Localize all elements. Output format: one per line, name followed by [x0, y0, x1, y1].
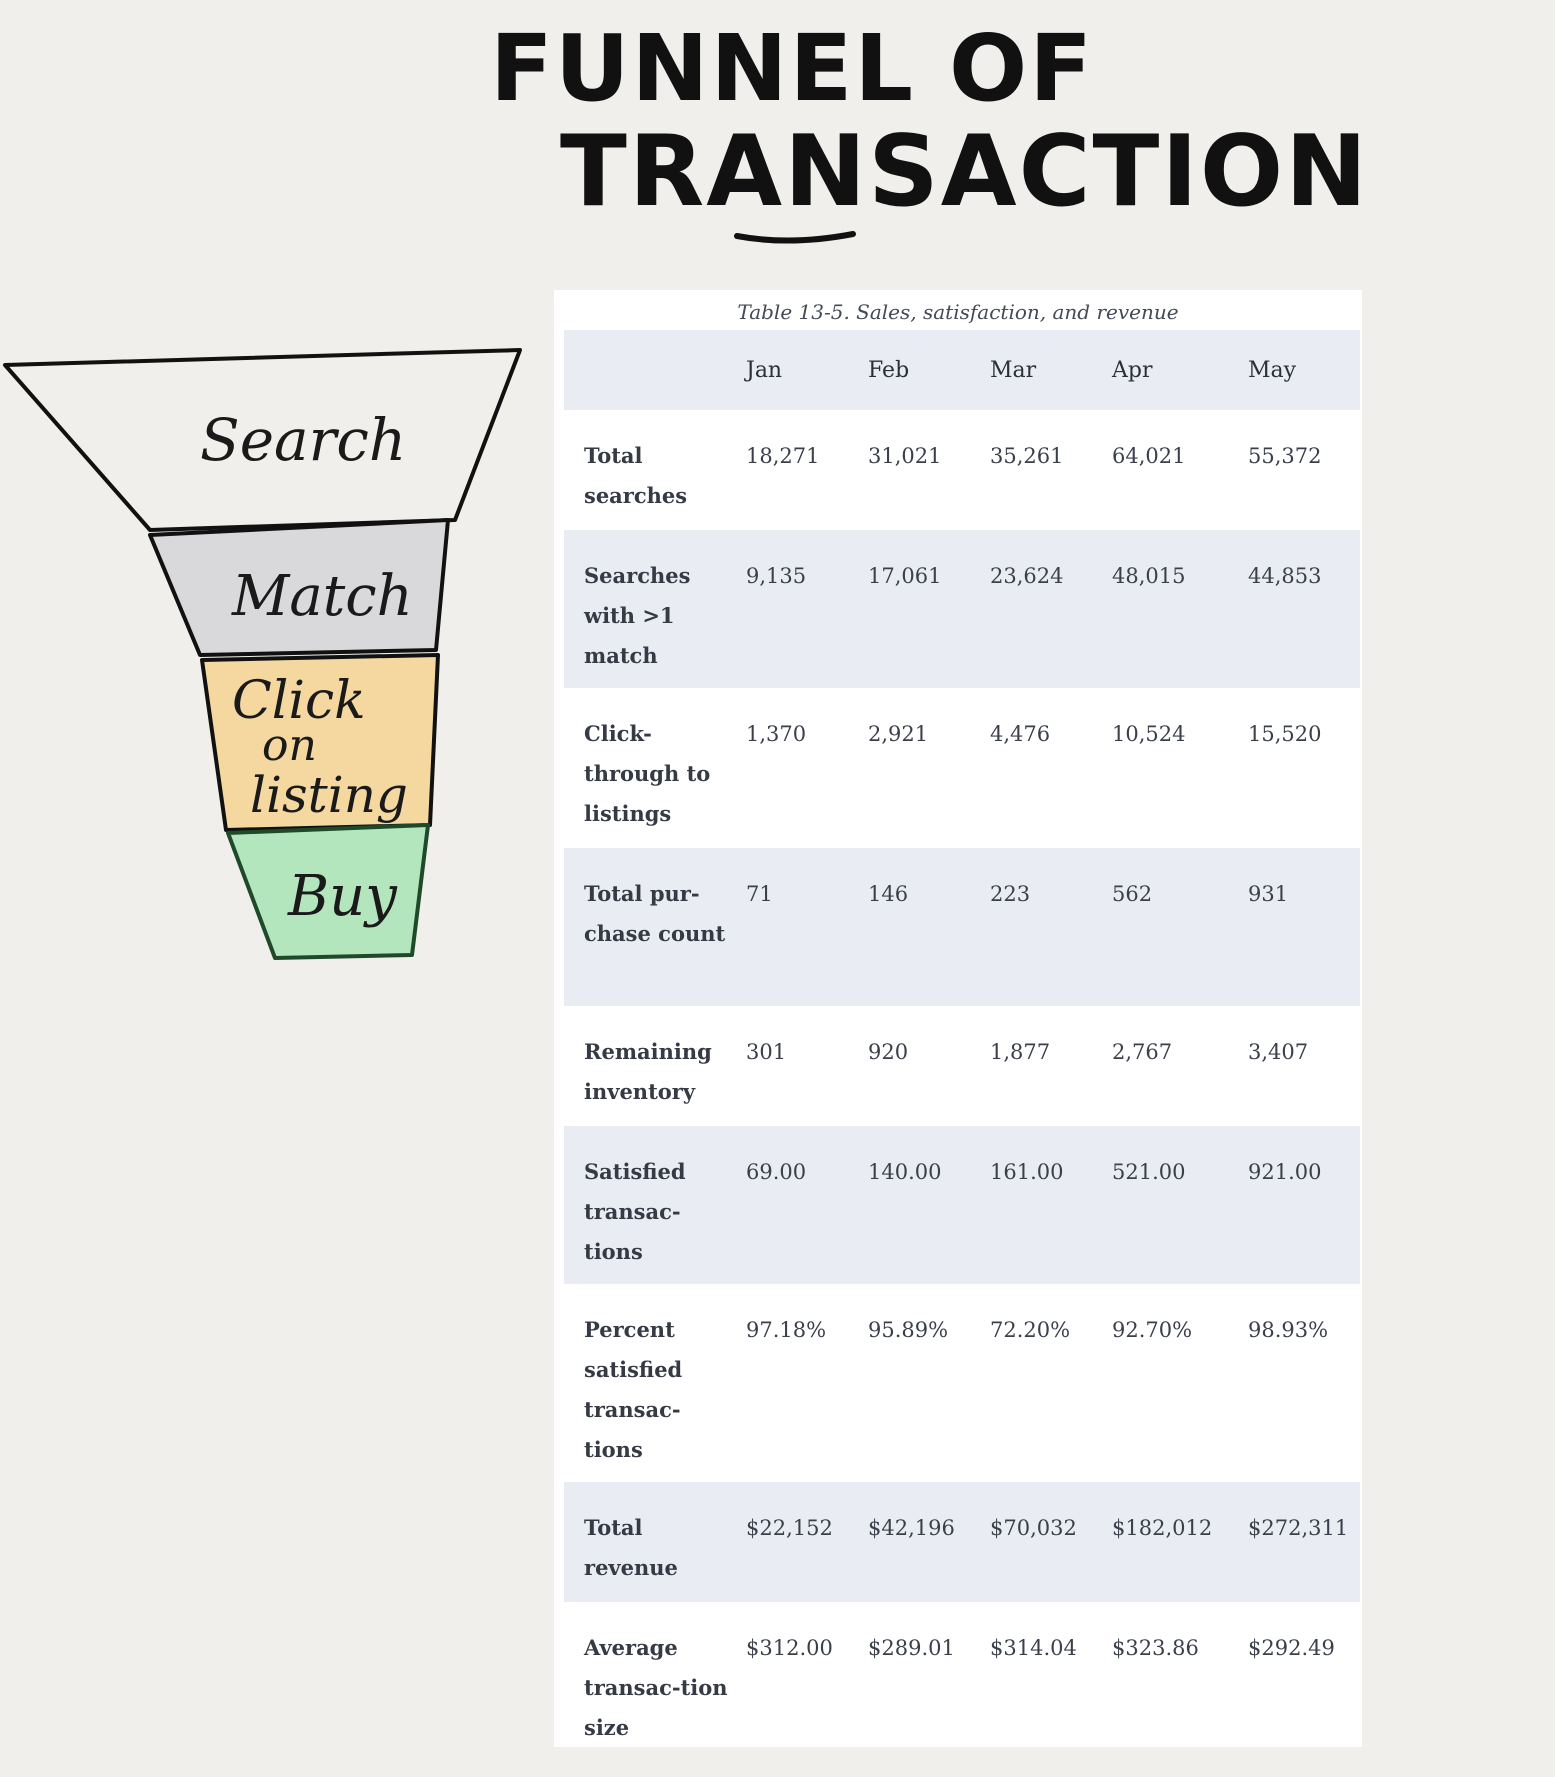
table-cell: 562 — [1112, 882, 1153, 906]
funnel-label-search: Search — [200, 406, 406, 474]
table-cell: 4,476 — [990, 722, 1051, 746]
table-cell: $42,196 — [868, 1516, 955, 1540]
table-cell: $314.04 — [990, 1636, 1077, 1660]
table-cell: 31,021 — [868, 444, 942, 468]
table-cell: 10,524 — [1112, 722, 1186, 746]
table-cell: $22,152 — [746, 1516, 833, 1540]
table-cell: 161.00 — [990, 1160, 1064, 1184]
table-cell: 301 — [746, 1040, 787, 1064]
funnel-diagram: Search Match Click on listing Buy — [3, 348, 522, 960]
row-label: Average transac-tion size — [584, 1635, 728, 1740]
sales-table-card: Table 13-5. Sales, satisfaction, and rev… — [554, 290, 1362, 1747]
table-row: Satisfied transac-tions 69.00 140.00 161… — [564, 1126, 1360, 1284]
table-row: Click-through to listings 1,370 2,921 4,… — [564, 688, 1360, 848]
table-cell: 15,520 — [1248, 722, 1322, 746]
table-cell: 23,624 — [990, 564, 1064, 588]
table-row: Total revenue $22,152 $42,196 $70,032 $1… — [564, 1482, 1360, 1602]
table-cell: $323.86 — [1112, 1636, 1199, 1660]
table-cell: 97.18% — [746, 1318, 827, 1342]
row-label: Percent satisfied transac-tions — [584, 1317, 683, 1462]
table-cell: 3,407 — [1248, 1040, 1309, 1064]
header-cell-jan: Jan — [746, 357, 783, 383]
row-label: Remaining inventory — [584, 1039, 712, 1104]
table-cell: 1,877 — [990, 1040, 1051, 1064]
table-cell: 140.00 — [868, 1160, 942, 1184]
funnel-stage-search — [3, 348, 522, 532]
row-label: Searches with >1 match — [584, 563, 691, 668]
table-cell: 98.93% — [1248, 1318, 1329, 1342]
table-cell: 2,921 — [868, 722, 929, 746]
table-row: Total searches 18,271 31,021 35,261 64,0… — [564, 410, 1360, 530]
table-cell: 71 — [746, 882, 773, 906]
row-label: Click-through to listings — [584, 721, 711, 826]
sales-table: Jan Feb Mar Apr May Total searches 18,27… — [564, 330, 1360, 1752]
header-cell-apr: Apr — [1112, 357, 1153, 383]
table-row: Searches with >1 match 9,135 17,061 23,6… — [564, 530, 1360, 688]
header-cell-mar: Mar — [990, 357, 1037, 383]
table-row: Percent satisfied transac-tions 97.18% 9… — [564, 1284, 1360, 1482]
table-cell: 920 — [868, 1040, 909, 1064]
table-cell: 146 — [868, 882, 909, 906]
table-row: Average transac-tion size $312.00 $289.0… — [564, 1602, 1360, 1752]
table-cell: $312.00 — [746, 1636, 833, 1660]
table-cell: 48,015 — [1112, 564, 1186, 588]
funnel-stage-buy — [226, 823, 430, 960]
header-cell-may: May — [1248, 357, 1297, 383]
table-cell: 921.00 — [1248, 1160, 1322, 1184]
table-cell: 9,135 — [746, 564, 807, 588]
row-label: Total revenue — [584, 1515, 678, 1580]
header-cell-empty — [564, 330, 736, 410]
title-sketch: FUNNEL OF TRANSACTION — [490, 15, 1369, 244]
funnel-stage-match — [148, 518, 450, 657]
row-label: Total searches — [584, 443, 688, 508]
table-row: Total pur-chase count 71 146 223 562 931 — [564, 848, 1360, 1006]
table-cell: 64,021 — [1112, 444, 1186, 468]
title-underline — [734, 231, 856, 244]
table-cell: 2,767 — [1112, 1040, 1173, 1064]
table-cell: 44,853 — [1248, 564, 1322, 588]
table-cell: 223 — [990, 882, 1031, 906]
table-cell: $182,012 — [1112, 1516, 1213, 1540]
row-label: Satisfied transac-tions — [584, 1159, 686, 1264]
title-line-2: TRANSACTION — [560, 115, 1369, 229]
table-cell: $292.49 — [1248, 1636, 1335, 1660]
table-cell: 69.00 — [746, 1160, 807, 1184]
funnel-label-listing: listing — [250, 766, 408, 824]
title-line-1: FUNNEL OF — [490, 15, 1094, 122]
table-cell: 92.70% — [1112, 1318, 1193, 1342]
table-cell: 55,372 — [1248, 444, 1322, 468]
table-row: Remaining inventory 301 920 1,877 2,767 … — [564, 1006, 1360, 1126]
table-cell: 72.20% — [990, 1318, 1071, 1342]
table-cell: 95.89% — [868, 1318, 949, 1342]
row-label: Total pur-chase count — [584, 881, 726, 946]
funnel-label-on: on — [262, 720, 317, 771]
header-cell-feb: Feb — [868, 357, 910, 383]
table-cell: 35,261 — [990, 444, 1064, 468]
table-cell: 931 — [1248, 882, 1289, 906]
table-cell: $70,032 — [990, 1516, 1077, 1540]
table-cell: $272,311 — [1248, 1516, 1349, 1540]
table-cell: 521.00 — [1112, 1160, 1186, 1184]
table-caption: Table 13-5. Sales, satisfaction, and rev… — [737, 300, 1179, 324]
table-cell: $289.01 — [868, 1636, 955, 1660]
funnel-label-buy: Buy — [287, 864, 398, 929]
table-cell: 1,370 — [746, 722, 807, 746]
funnel-label-click: Click — [232, 671, 366, 731]
table-cell: 18,271 — [746, 444, 820, 468]
table-cell: 17,061 — [868, 564, 942, 588]
table-header-row: Jan Feb Mar Apr May — [564, 330, 1360, 410]
funnel-label-match: Match — [231, 564, 413, 629]
